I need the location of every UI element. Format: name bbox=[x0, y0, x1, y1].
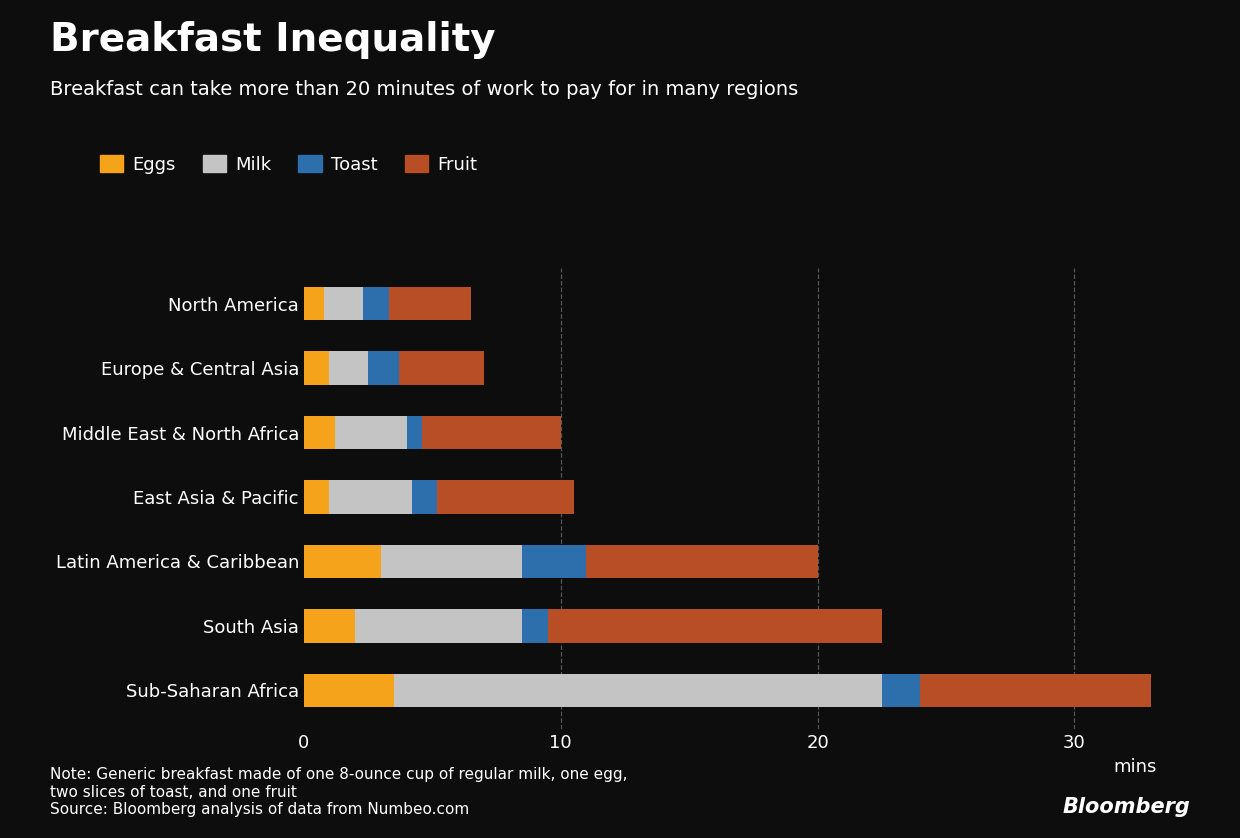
Text: mins: mins bbox=[1112, 758, 1156, 776]
Bar bbox=[304, 545, 381, 578]
Bar bbox=[304, 480, 330, 514]
Bar bbox=[587, 545, 817, 578]
Bar bbox=[304, 416, 335, 449]
Bar bbox=[882, 674, 920, 707]
Bar bbox=[388, 287, 471, 320]
Text: Note: Generic breakfast made of one 8-ounce cup of regular milk, one egg,
two sl: Note: Generic breakfast made of one 8-ou… bbox=[50, 768, 627, 817]
Bar bbox=[304, 609, 355, 643]
Bar bbox=[335, 416, 407, 449]
Bar bbox=[325, 287, 363, 320]
Text: Breakfast Inequality: Breakfast Inequality bbox=[50, 21, 495, 59]
Bar bbox=[438, 480, 573, 514]
Bar bbox=[920, 674, 1152, 707]
Bar bbox=[368, 351, 399, 385]
Bar bbox=[304, 674, 394, 707]
Text: Bloomberg: Bloomberg bbox=[1063, 797, 1190, 817]
Bar bbox=[355, 609, 522, 643]
Bar bbox=[363, 287, 388, 320]
Bar bbox=[304, 351, 330, 385]
Bar bbox=[399, 351, 484, 385]
Bar bbox=[522, 545, 587, 578]
Bar bbox=[407, 416, 422, 449]
Bar bbox=[522, 609, 548, 643]
Bar bbox=[412, 480, 438, 514]
Bar bbox=[304, 287, 325, 320]
Bar bbox=[381, 545, 522, 578]
Text: Breakfast can take more than 20 minutes of work to pay for in many regions: Breakfast can take more than 20 minutes … bbox=[50, 80, 797, 99]
Bar bbox=[330, 351, 368, 385]
Bar bbox=[548, 609, 882, 643]
Bar bbox=[394, 674, 882, 707]
Bar bbox=[422, 416, 560, 449]
Bar bbox=[330, 480, 412, 514]
Legend: Eggs, Milk, Toast, Fruit: Eggs, Milk, Toast, Fruit bbox=[93, 148, 485, 181]
